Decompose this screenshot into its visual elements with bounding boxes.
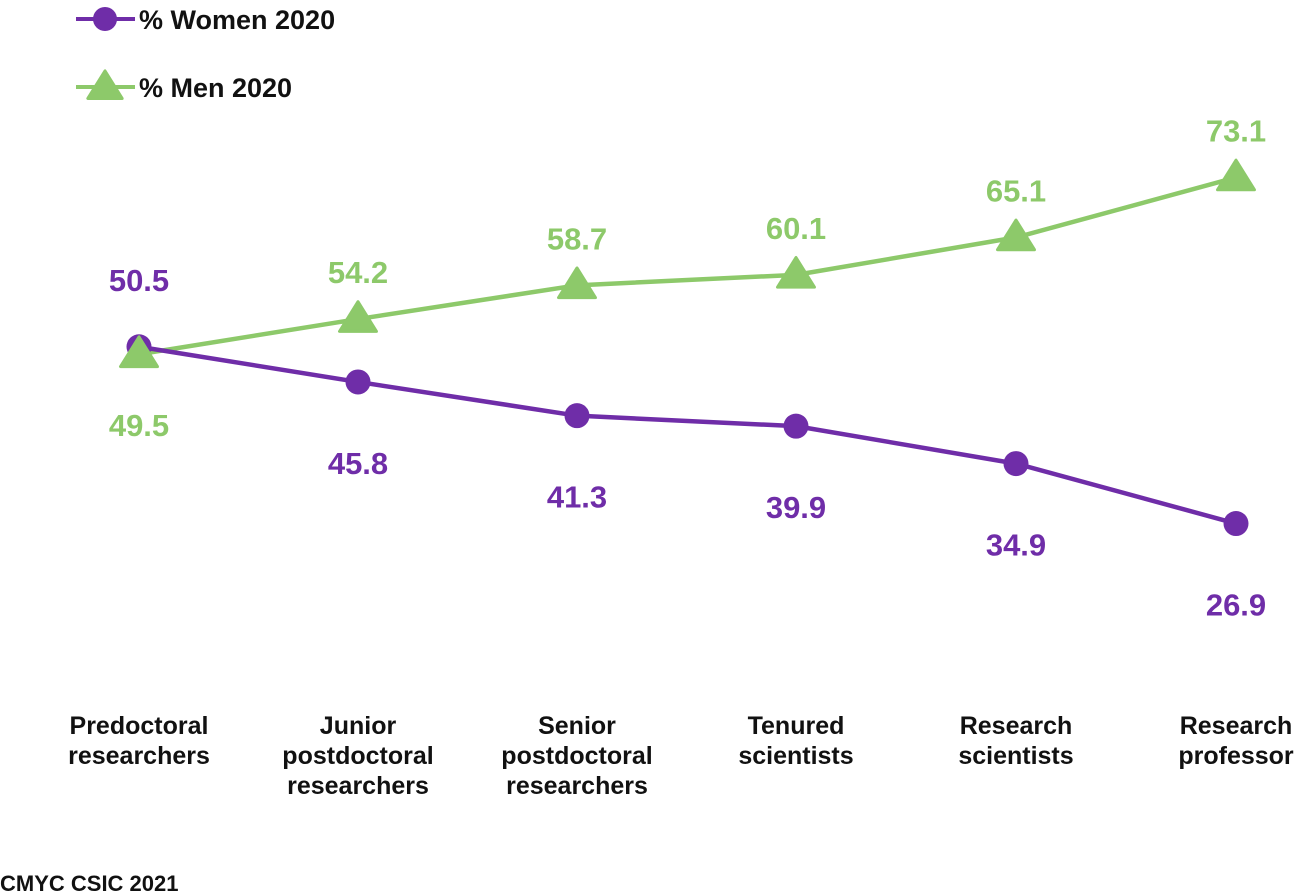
data-label-women-2020-1: 45.8 [328,446,388,481]
point-women-2020-4 [1003,451,1029,477]
category-label-line: Research [1180,712,1293,740]
source-note: CMYC CSIC 2021 [0,871,179,895]
point-women-2020-2 [564,403,590,429]
category-label-line: Tenured [748,712,845,740]
category-label-line: scientists [738,742,853,770]
category-label-line: postdoctoral [282,742,433,770]
series-line-men-2020 [136,175,1239,357]
point-men-2020-5 [1216,158,1256,192]
category-label-line: researchers [68,742,210,770]
series-lines [119,158,1256,537]
data-label-men-2020-4: 65.1 [986,173,1046,208]
category-label-line: professor [1178,742,1294,770]
legend-marker-circle [93,7,117,31]
point-men-2020-3 [776,255,816,289]
category-label-line: Senior [538,712,616,740]
category-label-line: Predoctoral [70,712,209,740]
point-men-2020-1 [338,300,378,333]
point-women-2020-5 [1223,511,1249,537]
point-women-2020-1 [345,369,371,395]
data-label-men-2020-5: 73.1 [1206,113,1266,148]
legend-marker-triangle [86,69,124,100]
data-label-women-2020-0: 50.5 [109,263,169,298]
data-label-women-2020-4: 34.9 [986,528,1046,563]
point-men-2020-0 [119,335,159,369]
category-label-line: Research [960,712,1073,740]
legend-label: % Women 2020 [139,5,335,35]
category-label-line: researchers [287,772,429,800]
category-label-line: Junior [320,712,397,740]
data-label-women-2020-5: 26.9 [1206,588,1266,623]
point-women-2020-3 [783,413,809,439]
legend-label: % Men 2020 [139,73,292,103]
category-label-line: researchers [506,772,648,800]
data-label-men-2020-3: 60.1 [766,211,826,246]
data-labels: 50.5 45.8 41.3 39.9 34.9 26.9 49.5 54.2 58.7 60.1… [109,113,1266,622]
data-label-women-2020-2: 41.3 [547,480,607,515]
data-label-men-2020-2: 58.7 [547,221,607,256]
category-label-line: scientists [958,742,1073,770]
series-line-women-2020 [136,344,1239,526]
category-label-line: postdoctoral [501,742,652,770]
data-label-men-2020-0: 49.5 [109,408,169,443]
category-labels: PredoctoralresearchersJuniorpostdoctoral… [68,712,1294,800]
data-label-men-2020-1: 54.2 [328,255,388,290]
legend: % Women 2020 % Men 2020 [76,5,335,103]
data-label-women-2020-3: 39.9 [766,490,826,525]
legend-item-men-2020: % Men 2020 [76,69,292,103]
point-men-2020-2 [557,266,597,300]
point-men-2020-4 [996,218,1036,252]
legend-item-women-2020: % Women 2020 [76,5,335,35]
